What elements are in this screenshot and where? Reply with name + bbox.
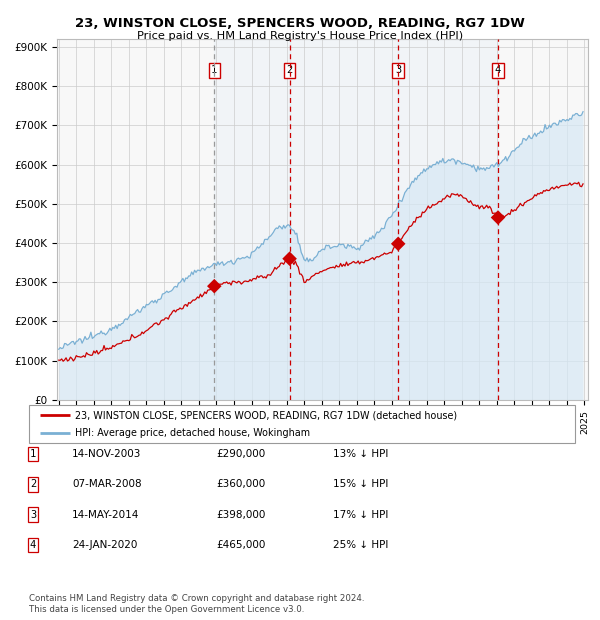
Text: HPI: Average price, detached house, Wokingham: HPI: Average price, detached house, Woki… xyxy=(75,428,310,438)
Bar xyxy=(290,39,398,400)
Text: 23, WINSTON CLOSE, SPENCERS WOOD, READING, RG7 1DW (detached house): 23, WINSTON CLOSE, SPENCERS WOOD, READIN… xyxy=(75,410,457,420)
Text: £465,000: £465,000 xyxy=(216,540,265,550)
Text: 2: 2 xyxy=(30,479,36,489)
Text: 07-MAR-2008: 07-MAR-2008 xyxy=(72,479,142,489)
Text: Contains HM Land Registry data © Crown copyright and database right 2024.
This d: Contains HM Land Registry data © Crown c… xyxy=(29,595,364,614)
Bar xyxy=(398,39,498,400)
Text: 3: 3 xyxy=(30,510,36,520)
Text: 23, WINSTON CLOSE, SPENCERS WOOD, READING, RG7 1DW: 23, WINSTON CLOSE, SPENCERS WOOD, READIN… xyxy=(75,17,525,30)
Text: 1: 1 xyxy=(30,449,36,459)
Text: £360,000: £360,000 xyxy=(216,479,265,489)
Text: £398,000: £398,000 xyxy=(216,510,265,520)
FancyBboxPatch shape xyxy=(29,405,575,443)
Text: 17% ↓ HPI: 17% ↓ HPI xyxy=(333,510,388,520)
Point xyxy=(285,254,295,264)
Point xyxy=(209,281,219,291)
Text: 14-MAY-2014: 14-MAY-2014 xyxy=(72,510,139,520)
Point xyxy=(493,213,503,223)
Text: 4: 4 xyxy=(30,540,36,550)
Text: 13% ↓ HPI: 13% ↓ HPI xyxy=(333,449,388,459)
Bar xyxy=(214,39,290,400)
Point xyxy=(394,239,403,249)
Text: 24-JAN-2020: 24-JAN-2020 xyxy=(72,540,137,550)
Text: 1: 1 xyxy=(211,66,217,76)
Text: £290,000: £290,000 xyxy=(216,449,265,459)
Text: 2: 2 xyxy=(286,66,293,76)
Text: 4: 4 xyxy=(495,66,501,76)
Text: Price paid vs. HM Land Registry's House Price Index (HPI): Price paid vs. HM Land Registry's House … xyxy=(137,31,463,41)
Text: 14-NOV-2003: 14-NOV-2003 xyxy=(72,449,142,459)
Text: 25% ↓ HPI: 25% ↓ HPI xyxy=(333,540,388,550)
Text: 15% ↓ HPI: 15% ↓ HPI xyxy=(333,479,388,489)
Text: 3: 3 xyxy=(395,66,401,76)
